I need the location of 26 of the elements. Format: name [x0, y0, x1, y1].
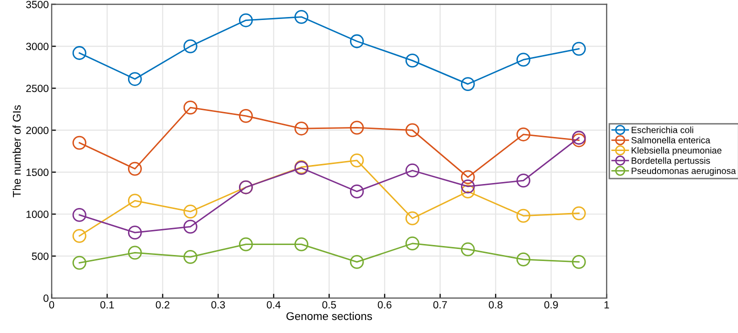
x-tick-label: 1	[604, 301, 610, 308]
y-tick-label: 500	[32, 252, 48, 260]
y-tick-label: 2000	[26, 126, 48, 134]
x-tick-label: 0.1	[100, 301, 114, 308]
x-tick-label: 0	[49, 301, 54, 308]
x-tick-label: 0.3	[211, 301, 225, 308]
legend-label: Klebsiella pneumoniae	[632, 146, 722, 156]
y-tick-label: 2500	[26, 84, 48, 92]
x-tick-label: 0.8	[488, 301, 502, 308]
y-tick-label: 0	[43, 294, 48, 302]
legend-label: Escherichia coli	[632, 126, 694, 134]
legend-label: Pseudomonas aeruginosa	[632, 167, 736, 176]
y-tick-label: 1500	[26, 168, 48, 176]
x-tick-label: 0.4	[266, 301, 281, 308]
y-tick-label: 3000	[26, 42, 48, 50]
x-tick-label: 0.6	[378, 301, 392, 308]
x-tick-label: 0.5	[322, 301, 336, 308]
x-tick-label: 0.9	[544, 301, 558, 308]
y-tick-label: 3500	[26, 0, 48, 8]
legend-label: Bordetella pertussis	[632, 157, 710, 166]
legend-label: Salmonella enterica	[631, 136, 710, 144]
x-tick-label: 0.7	[433, 301, 447, 308]
y-tick-label: 1000	[26, 210, 48, 218]
x-axis-title: Genome sections	[286, 312, 372, 320]
x-tick-label: 0.2	[156, 301, 170, 308]
y-axis-title: The number of GIs	[12, 105, 21, 198]
